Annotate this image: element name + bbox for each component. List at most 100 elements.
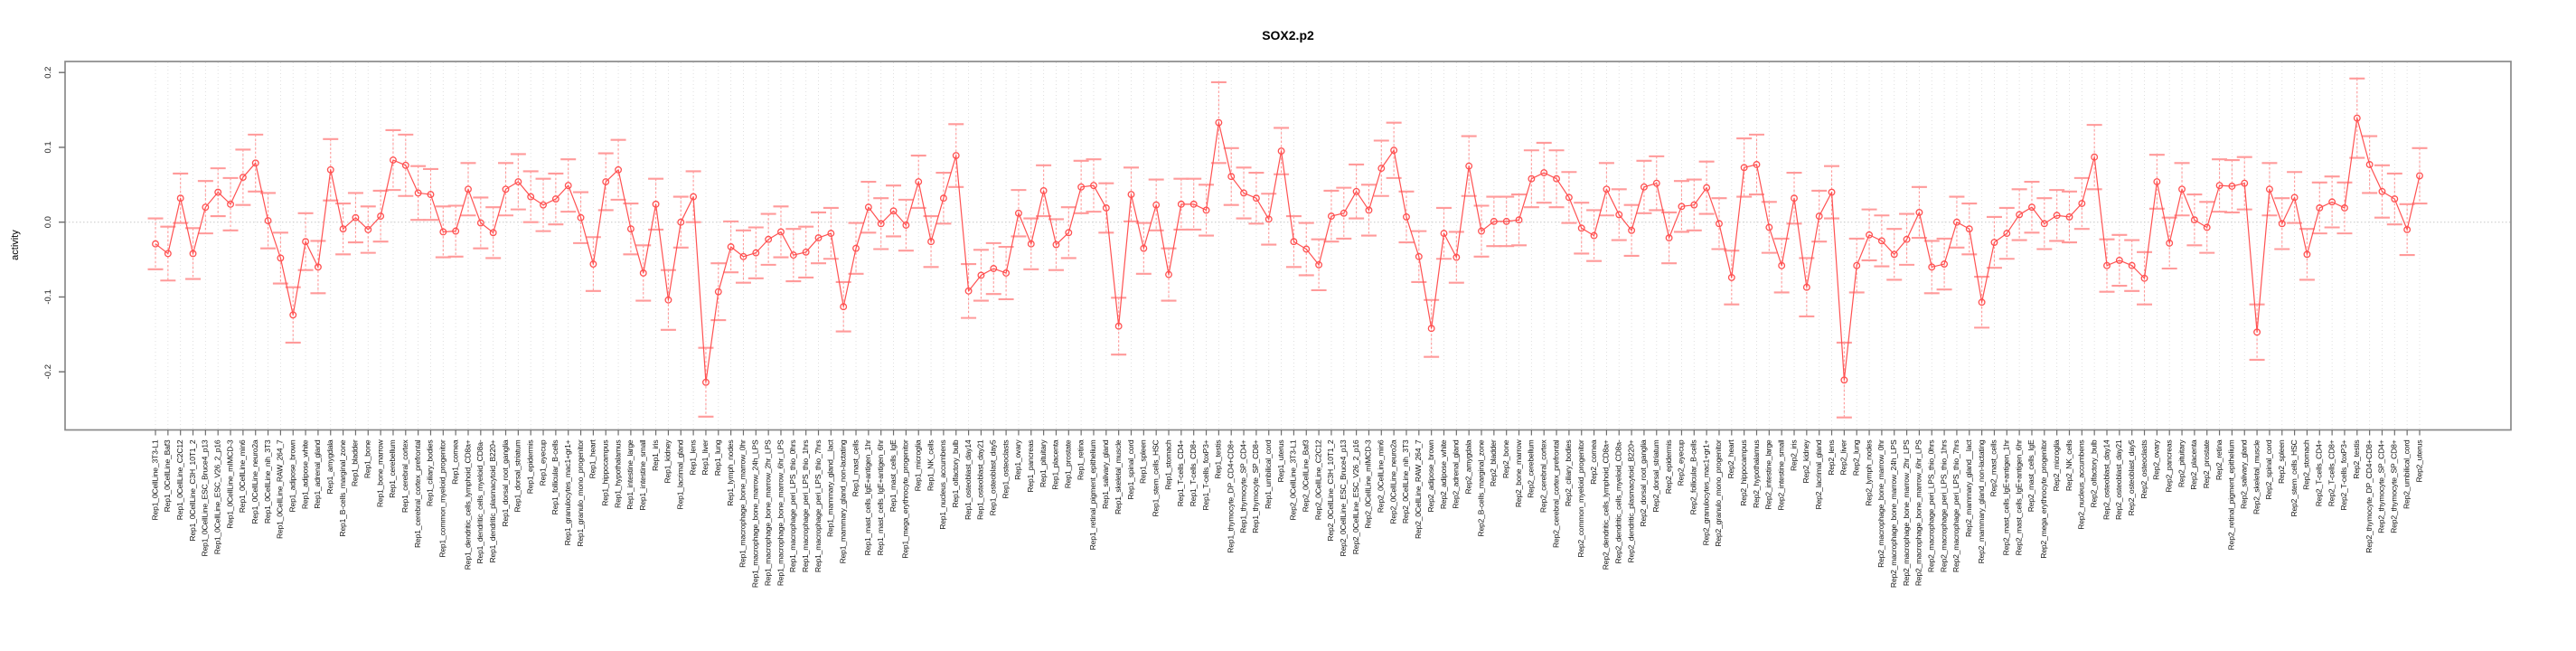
- data-point: [202, 203, 210, 212]
- x-tick-label: Rep1_dendritic_cells_lymphoid_CD8a+: [463, 439, 472, 570]
- x-tick-label: Rep2_macrophage_bone_marrow_2hr_LPS: [1902, 439, 1911, 586]
- x-tick-label: Rep1_liver: [700, 439, 710, 475]
- x-tick-label: Rep1_0CellLine_Baf3: [163, 439, 172, 512]
- x-tick-label: Rep1_heart: [588, 439, 597, 479]
- x-tick-label: Rep2_lymph_nodes: [1864, 440, 1873, 506]
- data-point: [1965, 225, 1973, 233]
- data-point: [452, 227, 460, 235]
- data-point: [1065, 229, 1073, 237]
- data-point: [1727, 273, 1735, 281]
- data-point: [1928, 263, 1936, 271]
- x-tick-label: Rep1_lens: [688, 440, 697, 476]
- x-tick-label: Rep2_0CellLine_C2C12: [1313, 439, 1322, 520]
- data-point: [777, 228, 785, 236]
- x-tick-label: Rep1_testis: [1214, 440, 1223, 479]
- data-point: [652, 200, 660, 208]
- data-point: [589, 260, 597, 268]
- data-point: [1039, 186, 1048, 194]
- data-point: [1052, 241, 1060, 249]
- data-point: [1215, 118, 1223, 127]
- x-tick-label: Rep1_0CellLine_3T3-L1: [150, 439, 159, 520]
- data-point: [1465, 162, 1473, 170]
- data-point: [2053, 212, 2061, 220]
- x-tick-label: Rep1_lacrimal_gland: [676, 439, 685, 509]
- x-tick-label: Rep1_osteoblast_day21: [976, 439, 985, 520]
- data-point: [1264, 215, 1273, 223]
- data-point: [1027, 240, 1035, 248]
- data-point: [2016, 211, 2024, 219]
- x-tick-label: Rep1_spleen: [1139, 439, 1148, 484]
- x-tick-label: Rep2_heart: [1726, 439, 1735, 479]
- x-tick-label: Rep1_cerebral_cortex: [400, 439, 409, 513]
- x-tick-label: Rep1_ovary: [1013, 439, 1022, 480]
- x-tick-label: Rep2_0CellLine_nih_3T3: [1401, 439, 1410, 524]
- x-tick-label: Rep1_prostate: [1064, 439, 1073, 488]
- data-point: [1165, 270, 1172, 278]
- data-point: [1890, 250, 1898, 259]
- x-tick-label: Rep1_adipose_white: [300, 439, 309, 509]
- x-tick-label: Rep2_mega_erythrocyte_progenitor: [2039, 439, 2048, 559]
- x-tick-label: Rep2_pancreas: [2164, 440, 2173, 493]
- chart-title: SOX2.p2: [1262, 28, 1314, 42]
- data-point: [1453, 253, 1461, 261]
- x-tick-label: Rep1_dendritic_plasmacytoid_B220+: [488, 439, 497, 562]
- x-tick-label: Rep2_spinal_cord: [2264, 439, 2273, 499]
- x-tick-label: Rep2_nucleus_accumbens: [2077, 440, 2086, 530]
- x-tick-label: Rep2_osteoblast_day14: [2101, 439, 2111, 520]
- x-tick-label: Rep1_mammary_gland__lact: [826, 439, 835, 537]
- x-tick-label: Rep2_mammary_gland_non-lactating: [1977, 439, 1986, 563]
- data-point: [314, 263, 322, 271]
- data-point: [1877, 237, 1885, 245]
- x-tick-label: Rep1_mast_cells_IgE+antigen_1hr: [863, 439, 872, 555]
- x-tick-label: Rep2_0CellLine_C3H_10T1_2: [1326, 439, 1335, 541]
- y-tick-label: -0.1: [43, 289, 53, 304]
- data-point: [227, 200, 234, 208]
- data-point: [1903, 235, 1911, 243]
- data-point: [977, 271, 985, 279]
- x-tick-label: Rep2_mast_cells: [1989, 440, 1998, 497]
- data-point: [1765, 223, 1773, 231]
- x-tick-label: Rep2_intestine_small: [1776, 439, 1785, 510]
- data-point: [1528, 175, 1536, 183]
- data-point: [639, 269, 647, 277]
- data-point: [1202, 206, 1210, 214]
- data-point: [2253, 328, 2261, 336]
- data-point: [239, 174, 247, 181]
- gridlines: [155, 62, 2421, 429]
- x-tick-label: Rep2_cerebral_cortex: [1538, 439, 1547, 513]
- x-tick-label: Rep2_thymocyte_SP_CD8+: [2390, 439, 2399, 533]
- x-tick-label: Rep1_macrophage_bone_marrow_0hr: [738, 439, 747, 568]
- data-point: [1678, 203, 1686, 211]
- data-point: [189, 250, 197, 258]
- x-tick-label: Rep1_bladder: [351, 439, 360, 486]
- data-point: [1227, 173, 1236, 181]
- x-tick-label: Rep1_nucleus_accumbens: [938, 440, 947, 530]
- y-tick-label: 0.2: [43, 67, 53, 79]
- x-tick-label: Rep1_0CellLine_mIMCD-3: [225, 439, 234, 529]
- data-point: [277, 254, 285, 262]
- data-points: [152, 114, 2423, 386]
- data-point: [2278, 220, 2286, 228]
- data-point: [1915, 208, 1923, 216]
- x-tick-label: Rep2_T-cells_CD8+: [2327, 439, 2336, 506]
- x-tick-label: Rep2_NK_cells: [2064, 440, 2073, 492]
- data-point: [1240, 189, 1248, 197]
- data-point: [2341, 204, 2348, 212]
- x-tick-label: Rep2_osteoclasts: [2139, 440, 2148, 499]
- x-tick-label: Rep1_osteoblast_day14: [964, 439, 973, 520]
- data-point: [427, 191, 435, 199]
- x-tick-label: Rep1_microglia: [913, 439, 922, 491]
- data-point: [2365, 161, 2374, 168]
- x-tick-label: Rep1_B-cells_marginal_zone: [338, 439, 347, 536]
- data-point: [1403, 212, 1410, 221]
- data-point: [1114, 322, 1123, 330]
- data-point: [1077, 183, 1086, 191]
- data-point: [1740, 164, 1748, 172]
- data-point: [1340, 209, 1348, 217]
- x-tick-label: Rep2_stem_cells_HSC: [2289, 440, 2299, 517]
- data-point: [1978, 298, 1986, 307]
- x-tick-label: Rep2_0CellLine_3T3-L1: [1289, 439, 1298, 520]
- x-tick-label: Rep2_macrophage_peri_LPS_thio_1hrs: [1939, 440, 1948, 573]
- data-point: [1577, 224, 1585, 232]
